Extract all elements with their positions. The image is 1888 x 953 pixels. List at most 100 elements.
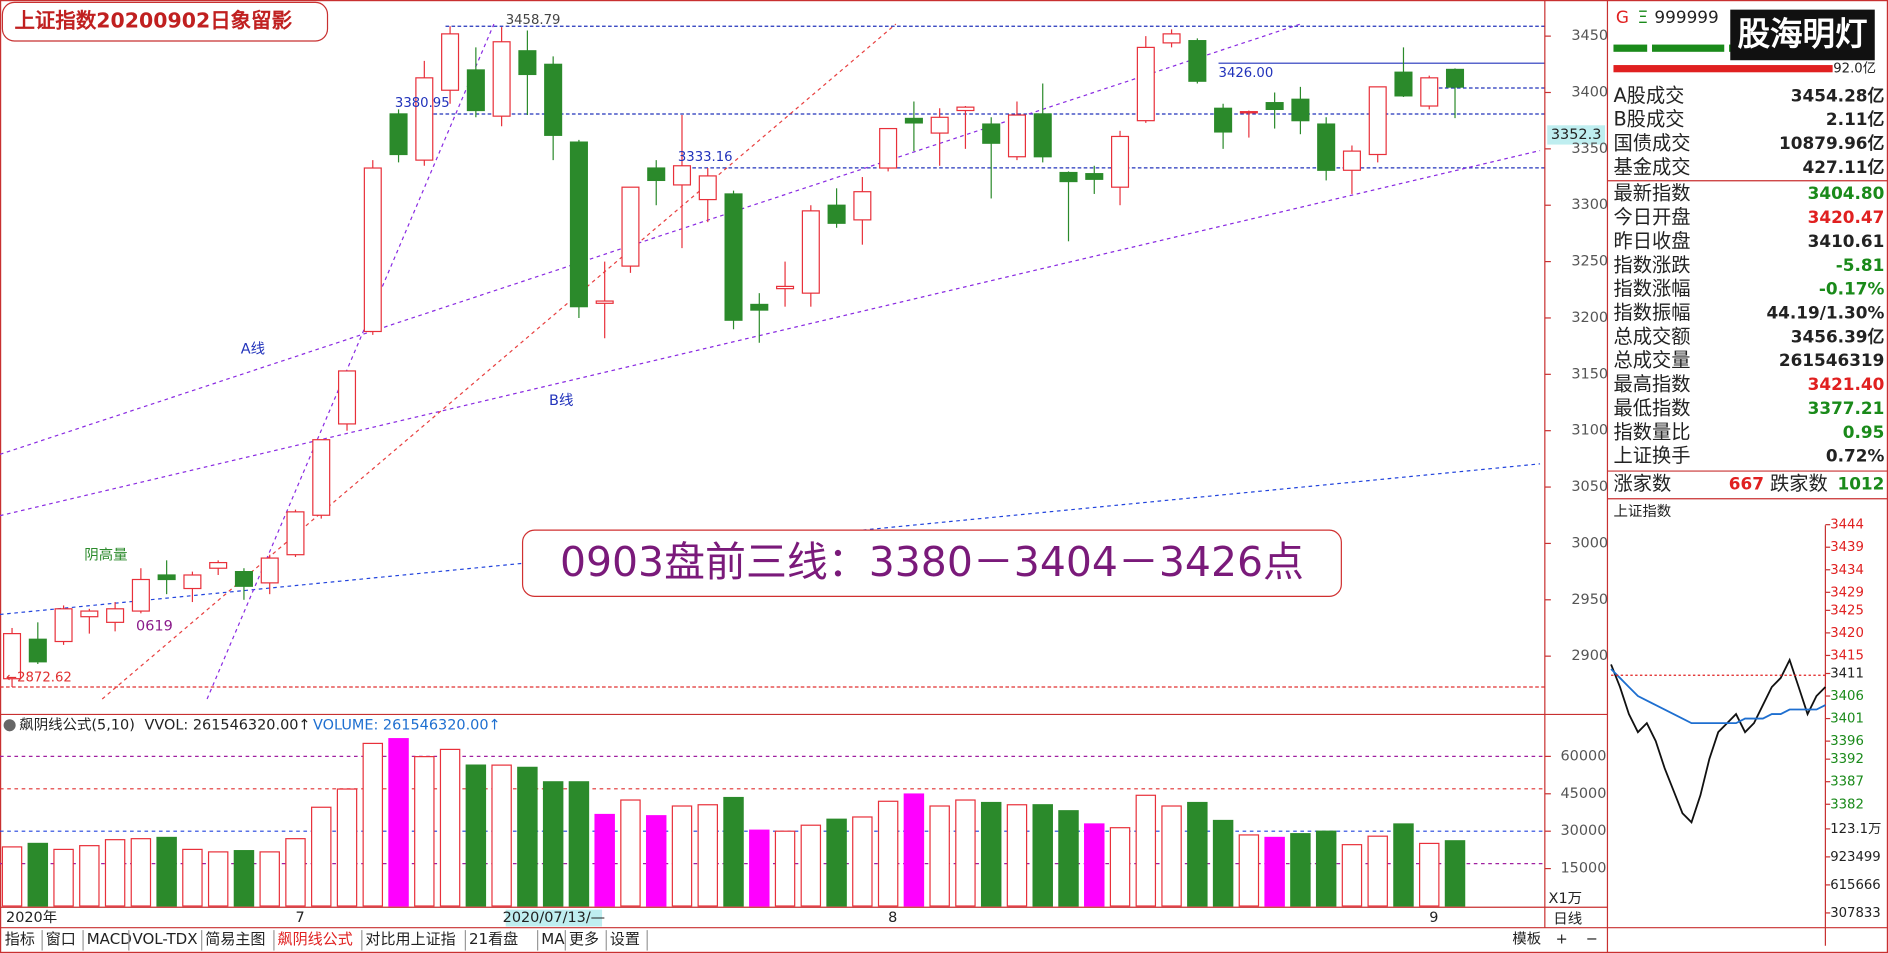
candle-body — [286, 511, 305, 556]
volume-bar — [362, 742, 384, 907]
logo-box — [1730, 9, 1875, 61]
indicator: VOLUME: 261546320.00↑ — [313, 717, 501, 733]
toolbar-tab[interactable]: 飙阴线公式 — [278, 930, 353, 948]
volume-bar — [1212, 819, 1234, 907]
y2-tick-label: 123.1万 — [1830, 822, 1881, 837]
quote-label: 最高指数 — [1613, 373, 1690, 396]
candle-body — [106, 608, 125, 623]
quote-label: 指数涨跌 — [1613, 253, 1690, 276]
toolbar-tab[interactable]: MACD — [87, 930, 132, 948]
candle-body — [28, 638, 47, 663]
zoom-out[interactable]: − — [1586, 932, 1598, 948]
volume-bar — [594, 813, 615, 907]
candle-body — [1111, 135, 1130, 188]
quote-value: 3456.39亿 — [1791, 326, 1885, 346]
code: 999999 — [1654, 7, 1718, 27]
candle-body — [80, 610, 99, 618]
y-tick-label: 2950 — [1571, 592, 1608, 608]
volume-bar — [465, 764, 487, 907]
volume-bar — [1058, 810, 1079, 907]
code-prefix: G — [1616, 7, 1629, 27]
y-tick-label: 3050 — [1571, 479, 1608, 495]
level-label: 3426.00 — [1219, 66, 1274, 81]
candle-body — [544, 63, 563, 136]
volume-bar — [388, 738, 409, 907]
candle-body — [1342, 150, 1361, 171]
candle-body — [1007, 114, 1026, 158]
volume-bar — [1161, 805, 1182, 907]
candle-body — [982, 123, 1001, 144]
toolbar-tab[interactable]: MA — [541, 930, 565, 948]
toolbar-tab[interactable]: 对比用上证指 — [365, 930, 455, 948]
volume-bar — [336, 788, 358, 907]
fall-label: 跌家数 — [1770, 472, 1828, 495]
level-label: ←2872.62 — [6, 670, 72, 685]
toolbar-tab[interactable]: 21看盘 — [469, 930, 518, 948]
candle-body — [930, 116, 949, 134]
candle-body — [1188, 40, 1207, 82]
candle-body — [415, 77, 434, 161]
y-tick-label: 3434 — [1830, 563, 1864, 578]
y-tick-label: 3350 — [1571, 141, 1608, 157]
candle-body — [492, 41, 511, 117]
zoom-in[interactable]: + — [1556, 932, 1568, 948]
candle-body — [466, 69, 485, 112]
candle-body — [1085, 173, 1104, 180]
volume-title: 飙阴线公式(5,10) — [19, 716, 135, 733]
cursor-date: 2020/07/13/— — [503, 910, 605, 926]
quote-value: 3404.80 — [1808, 183, 1885, 203]
y-tick-label: 3420 — [1830, 626, 1864, 641]
quote-value: 3421.40 — [1808, 374, 1885, 394]
candle-body — [1291, 98, 1310, 122]
trend-line — [101, 23, 897, 700]
toolbar-tab[interactable]: 设置 — [610, 930, 640, 948]
volume-bar — [259, 851, 280, 907]
candle-body — [956, 106, 975, 112]
volume-bar — [182, 848, 203, 907]
candle-body — [595, 300, 614, 304]
toolbar-tab[interactable]: 更多 — [569, 930, 599, 948]
template-button[interactable]: 模板 — [1512, 930, 1541, 948]
y-tick-label: 3382 — [1830, 797, 1864, 812]
cursor-price-box — [1547, 125, 1606, 145]
quote-value: -5.81 — [1836, 255, 1885, 275]
candle-body — [724, 193, 743, 321]
title-box — [1, 1, 329, 42]
candle-body — [569, 141, 588, 308]
candle-body — [1368, 86, 1387, 156]
y-tick-label: 3406 — [1830, 689, 1864, 704]
volume-bar — [414, 756, 435, 907]
candle-body — [209, 561, 228, 569]
candle-body — [1059, 171, 1078, 183]
candle-body — [904, 117, 923, 124]
rise-label: 涨家数 — [1613, 472, 1671, 495]
y-tick-label: 3150 — [1571, 366, 1608, 382]
y-tick-label: 2900 — [1571, 648, 1608, 664]
quote-label: B股成交 — [1613, 108, 1684, 131]
code-icon: Ξ — [1638, 7, 1649, 27]
candle-body — [1265, 102, 1284, 111]
cursor-date-box — [505, 909, 603, 927]
toolbar-tab[interactable]: 窗口 — [46, 930, 76, 948]
volume-bar — [79, 845, 100, 907]
y-tick-label: 3387 — [1830, 775, 1864, 790]
toolbar-tab[interactable]: VOL-TDX — [132, 930, 197, 948]
toolbar-tab[interactable]: 指标 — [5, 930, 35, 948]
volume-bar — [800, 824, 822, 907]
volume-bar — [233, 850, 255, 907]
volume-bar — [877, 800, 899, 907]
quote-label: 指数振幅 — [1613, 301, 1690, 324]
candle-body — [1239, 111, 1258, 114]
toolbar-tab[interactable]: 简易主图 — [205, 930, 265, 948]
candle-body — [1136, 46, 1155, 122]
bar — [1652, 44, 1725, 52]
candle-body — [698, 175, 717, 201]
fall-count: 1012 — [1837, 473, 1884, 493]
y-tick-label: 3429 — [1830, 585, 1864, 600]
annotation: A线 — [241, 340, 265, 357]
candle-body — [647, 167, 666, 182]
level-label: 3380.95 — [395, 96, 450, 111]
logo: 股海明灯 — [1738, 15, 1868, 53]
volume-bar — [1367, 835, 1388, 907]
